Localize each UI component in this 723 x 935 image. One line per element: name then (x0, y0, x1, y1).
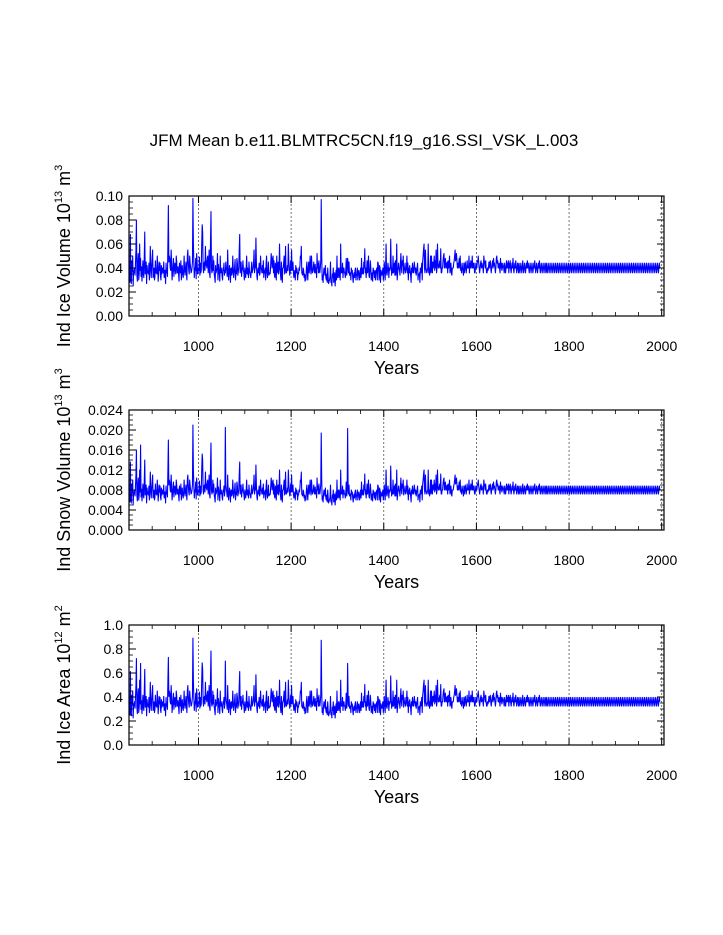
y-tick-label-2: 0.4 (104, 689, 124, 705)
x-tick-label-0: 1000 (183, 552, 214, 568)
x-tick-label-4: 1800 (553, 338, 584, 354)
x-tick-label-4: 1800 (553, 552, 584, 568)
x-tick-label-4: 1800 (553, 767, 584, 783)
y-axis-label: Ind Ice Area 1012 m2 (53, 605, 74, 764)
x-tick-label-2: 1400 (368, 552, 399, 568)
y-tick-label-5: 0.020 (88, 422, 123, 438)
y-axis-label: Ind Snow Volume 1013 m3 (53, 368, 74, 572)
x-tick-label-2: 1400 (368, 767, 399, 783)
chart-title: JFM Mean b.e11.BLMTRC5CN.f19_g16.SSI_VSK… (150, 131, 579, 150)
x-tick-label-5: 2000 (646, 552, 677, 568)
y-tick-label-6: 0.024 (88, 402, 123, 418)
y-tick-label-0: 0.0 (104, 737, 124, 753)
y-tick-label-0: 0.00 (96, 308, 123, 324)
x-tick-label-0: 1000 (183, 338, 214, 354)
series-line-ice-volume (128, 197, 661, 287)
y-tick-label-3: 0.06 (96, 236, 123, 252)
x-tick-label-5: 2000 (646, 338, 677, 354)
y-tick-label-4: 0.8 (104, 641, 124, 657)
x-axis-label: Years (374, 572, 419, 592)
x-tick-label-3: 1600 (461, 338, 492, 354)
y-tick-label-1: 0.02 (96, 284, 123, 300)
x-tick-label-3: 1600 (461, 552, 492, 568)
x-tick-label-1: 1200 (276, 338, 307, 354)
x-tick-label-5: 2000 (646, 767, 677, 783)
x-axis-label: Years (374, 358, 419, 378)
y-tick-label-1: 0.2 (104, 713, 124, 729)
y-tick-label-3: 0.012 (88, 462, 123, 478)
y-tick-label-0: 0.000 (88, 522, 123, 538)
x-tick-label-1: 1200 (276, 552, 307, 568)
panel-ice-area: 1000 1200 1400 1600 1800 2000 0.0 0.2 0.4 0.6 0.8 1… (53, 605, 677, 807)
panel-ice-volume: 1000 1200 1400 1600 1800 2000 0.00 0.02 0.04 0.06… (53, 165, 677, 378)
x-tick-label-2: 1400 (368, 338, 399, 354)
x-tick-label-3: 1600 (461, 767, 492, 783)
x-axis-label: Years (374, 787, 419, 807)
y-tick-label-5: 1.0 (104, 617, 124, 633)
series-line-ice-area (128, 637, 661, 719)
x-tick-label-1: 1200 (276, 767, 307, 783)
series-line-snow-volume (128, 424, 661, 506)
panel-snow-volume: 1000 1200 1400 1600 1800 2000 0.000 0.004 0.008 0… (53, 368, 677, 592)
y-axis-label: Ind Ice Volume 1013 m3 (53, 165, 74, 347)
x-tick-label-0: 1000 (183, 767, 214, 783)
y-tick-label-4: 0.016 (88, 442, 123, 458)
y-tick-label-3: 0.6 (104, 665, 124, 681)
y-tick-label-2: 0.04 (96, 260, 123, 276)
y-tick-label-2: 0.008 (88, 482, 123, 498)
y-tick-label-4: 0.08 (96, 212, 123, 228)
y-tick-label-1: 0.004 (88, 502, 123, 518)
y-tick-label-5: 0.10 (96, 188, 123, 204)
